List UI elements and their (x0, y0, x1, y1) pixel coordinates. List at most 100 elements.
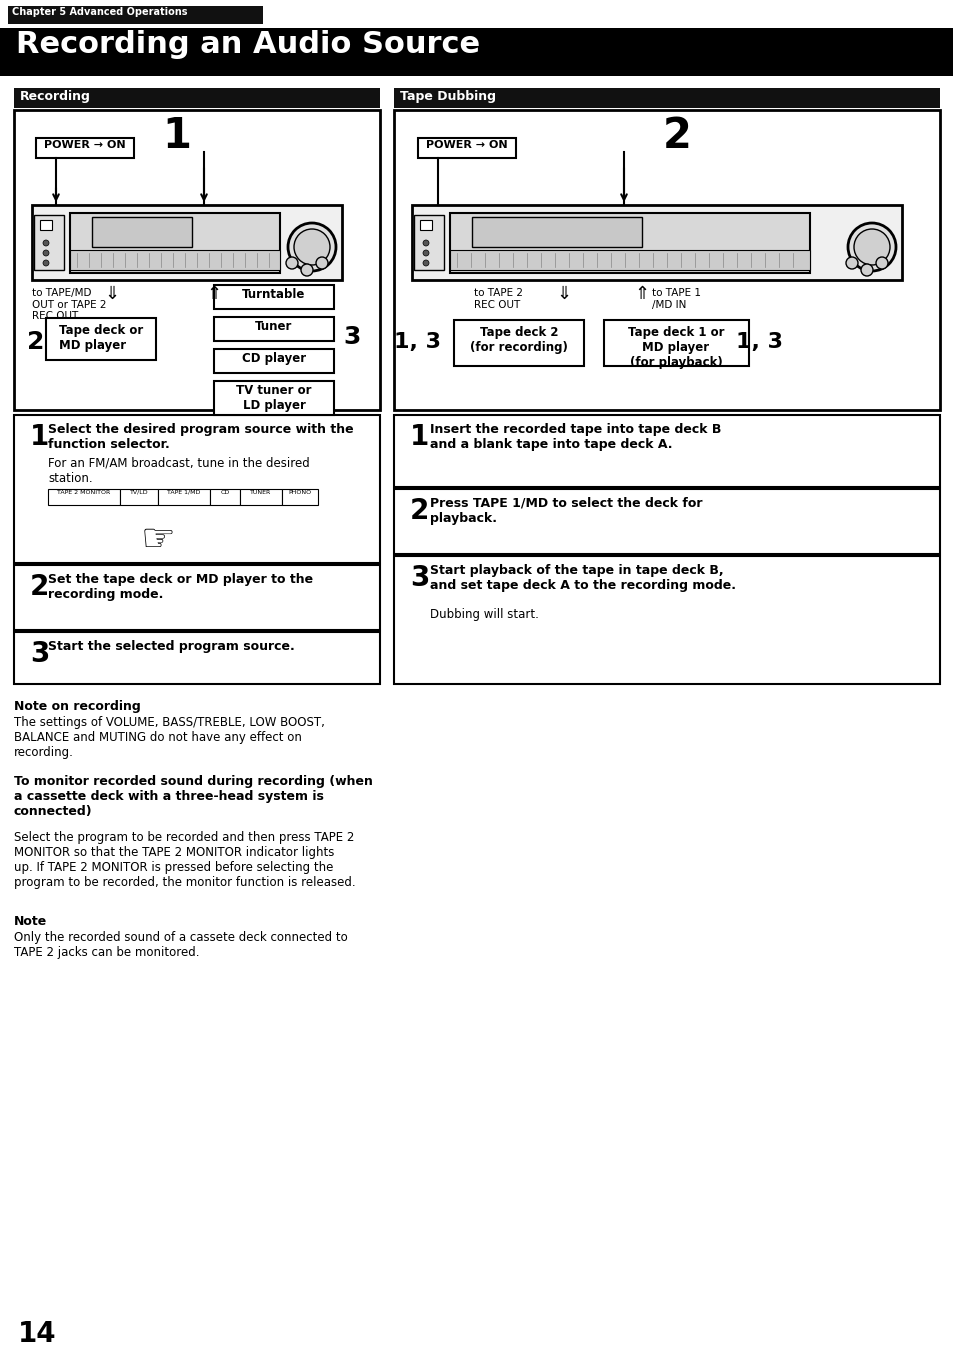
Circle shape (422, 261, 429, 266)
Text: PHONO: PHONO (288, 490, 312, 495)
Circle shape (847, 222, 895, 271)
Bar (14, 110, 379, 411)
Bar (210, 490, 240, 505)
Text: to TAPE 2
REC OUT: to TAPE 2 REC OUT (474, 288, 522, 310)
Text: ⇑: ⇑ (634, 285, 649, 303)
Text: Dubbing will start.: Dubbing will start. (430, 608, 538, 621)
Circle shape (315, 256, 328, 269)
Bar (450, 250, 809, 270)
Circle shape (294, 229, 330, 265)
Bar (472, 217, 641, 247)
Text: POWER → ON: POWER → ON (426, 140, 507, 150)
Text: Chapter 5 Advanced Operations: Chapter 5 Advanced Operations (12, 7, 188, 16)
Text: TV tuner or
LD player: TV tuner or LD player (236, 385, 312, 412)
Bar (394, 557, 939, 683)
Text: Recording an Audio Source: Recording an Audio Source (16, 30, 479, 59)
Text: Set the tape deck or MD player to the
recording mode.: Set the tape deck or MD player to the re… (48, 573, 313, 602)
Bar (14, 415, 379, 563)
Bar (454, 321, 583, 366)
Text: Tape Dubbing: Tape Dubbing (399, 90, 496, 104)
Bar (394, 490, 939, 554)
Text: Tape deck or
MD player: Tape deck or MD player (59, 325, 143, 352)
Text: 2: 2 (28, 330, 45, 355)
Text: Tape deck 1 or
MD player
(for playback): Tape deck 1 or MD player (for playback) (627, 326, 723, 370)
Text: 1: 1 (162, 115, 192, 157)
Text: Start the selected program source.: Start the selected program source. (48, 640, 294, 653)
Bar (213, 285, 334, 310)
Text: 14: 14 (18, 1320, 56, 1348)
Text: TV/LD: TV/LD (130, 490, 148, 495)
Circle shape (286, 256, 297, 269)
Bar (412, 205, 901, 280)
Text: Press TAPE 1/MD to select the deck for
playback.: Press TAPE 1/MD to select the deck for p… (430, 496, 701, 525)
Text: POWER → ON: POWER → ON (44, 140, 126, 150)
Text: 3: 3 (410, 563, 429, 592)
Circle shape (288, 222, 335, 271)
Text: 1, 3: 1, 3 (395, 331, 441, 352)
Text: Tape deck 2
(for recording): Tape deck 2 (for recording) (470, 326, 567, 355)
Bar (36, 138, 133, 158)
Circle shape (43, 261, 49, 266)
Bar (213, 316, 334, 341)
Text: Tuner: Tuner (255, 321, 293, 333)
Text: 2: 2 (662, 115, 691, 157)
Text: 2: 2 (30, 573, 50, 602)
Bar (158, 490, 210, 505)
Bar (70, 213, 280, 273)
Circle shape (422, 240, 429, 246)
Bar (14, 632, 379, 683)
Text: 3: 3 (30, 640, 50, 668)
Circle shape (861, 265, 872, 276)
Circle shape (43, 240, 49, 246)
Text: 1: 1 (30, 423, 50, 451)
Circle shape (422, 250, 429, 256)
Bar (14, 89, 379, 108)
Text: Turntable: Turntable (242, 288, 305, 301)
Text: 2: 2 (410, 496, 429, 525)
Bar (394, 110, 939, 411)
Bar (213, 349, 334, 372)
Bar (417, 138, 516, 158)
Bar (419, 220, 432, 231)
Text: ⇑: ⇑ (206, 285, 221, 303)
Bar (450, 213, 809, 273)
Text: ⇓: ⇓ (104, 285, 119, 303)
Text: To monitor recorded sound during recording (when
a cassette deck with a three-he: To monitor recorded sound during recordi… (14, 775, 373, 818)
Bar (240, 490, 282, 505)
Bar (603, 321, 748, 366)
Text: TAPE 1/MD: TAPE 1/MD (167, 490, 200, 495)
Bar (32, 205, 341, 280)
Bar (394, 415, 939, 487)
Circle shape (853, 229, 889, 265)
Text: to TAPE 1
/MD IN: to TAPE 1 /MD IN (651, 288, 700, 310)
Bar (282, 490, 317, 505)
Bar (213, 381, 334, 415)
Text: Select the desired program source with the
function selector.: Select the desired program source with t… (48, 423, 354, 451)
Text: CD player: CD player (242, 352, 306, 366)
Text: Insert the recorded tape into tape deck B
and a blank tape into tape deck A.: Insert the recorded tape into tape deck … (430, 423, 720, 451)
Bar (414, 216, 443, 270)
Bar (8, 5, 263, 25)
Text: ⇓: ⇓ (556, 285, 571, 303)
Text: Select the program to be recorded and then press TAPE 2
MONITOR so that the TAPE: Select the program to be recorded and th… (14, 831, 355, 889)
Text: 3: 3 (343, 325, 360, 349)
Circle shape (875, 256, 887, 269)
Circle shape (845, 256, 857, 269)
Text: to TAPE/MD
OUT or TAPE 2
REC OUT: to TAPE/MD OUT or TAPE 2 REC OUT (32, 288, 107, 321)
Text: TAPE 2 MONITOR: TAPE 2 MONITOR (57, 490, 111, 495)
Text: Note on recording: Note on recording (14, 700, 141, 713)
Text: For an FM/AM broadcast, tune in the desired
station.: For an FM/AM broadcast, tune in the desi… (48, 457, 310, 486)
Text: The settings of VOLUME, BASS/TREBLE, LOW BOOST,
BALANCE and MUTING do not have a: The settings of VOLUME, BASS/TREBLE, LOW… (14, 716, 325, 758)
Bar (14, 565, 379, 630)
Text: Note: Note (14, 915, 48, 928)
Bar (40, 220, 52, 231)
Bar (34, 216, 64, 270)
Circle shape (43, 250, 49, 256)
Text: ☞: ☞ (140, 521, 175, 559)
Text: 1: 1 (410, 423, 429, 451)
Text: Only the recorded sound of a cassete deck connected to
TAPE 2 jacks can be monit: Only the recorded sound of a cassete dec… (14, 932, 348, 959)
Text: CD: CD (220, 490, 230, 495)
Bar (120, 490, 158, 505)
Circle shape (301, 265, 313, 276)
Text: TUNER: TUNER (250, 490, 272, 495)
